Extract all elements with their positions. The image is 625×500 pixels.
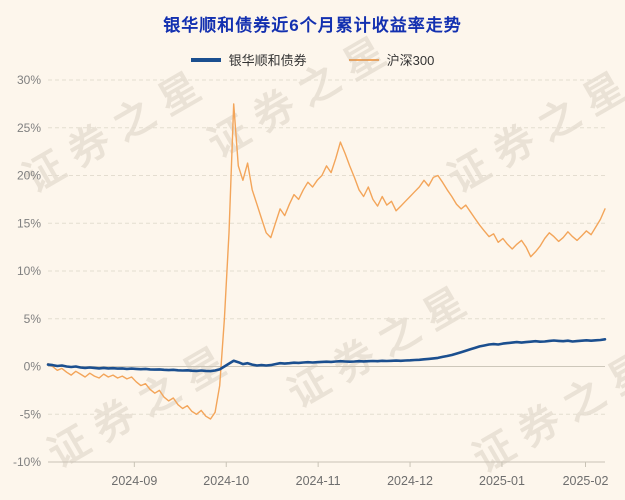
- series-line-index: [47, 103, 606, 420]
- x-axis-label: 2024-09: [111, 474, 157, 488]
- y-axis-label: 15%: [17, 216, 41, 230]
- legend-label-index: 沪深300: [386, 53, 435, 68]
- y-axis-label: -10%: [13, 455, 41, 469]
- x-axis-label: 2025-02: [563, 474, 609, 488]
- x-axis-label: 2025-01: [479, 474, 525, 488]
- y-axis-label: 5%: [24, 312, 42, 326]
- y-axis-label: -5%: [20, 407, 42, 421]
- legend-label-fund: 银华顺和债券: [228, 53, 307, 68]
- y-axis-label: 30%: [17, 73, 41, 87]
- legend-item-index: 沪深300: [348, 50, 435, 69]
- index-line-swatch: [348, 58, 379, 61]
- y-axis-label: 25%: [17, 121, 41, 135]
- y-axis-label: 20%: [17, 169, 41, 183]
- legend: 银华顺和债券 沪深300: [0, 50, 625, 69]
- x-axis-label: 2024-10: [203, 474, 249, 488]
- y-axis-label: 0%: [24, 360, 42, 374]
- x-axis-label: 2024-12: [387, 474, 433, 488]
- fund-line-swatch: [190, 57, 221, 62]
- y-axis-label: 10%: [17, 264, 41, 278]
- legend-item-fund: 银华顺和债券: [190, 50, 307, 69]
- chart-title: 银华顺和债券近6个月累计收益率走势: [163, 16, 462, 35]
- x-axis-label: 2024-11: [296, 474, 341, 488]
- series-line-fund: [46, 337, 607, 373]
